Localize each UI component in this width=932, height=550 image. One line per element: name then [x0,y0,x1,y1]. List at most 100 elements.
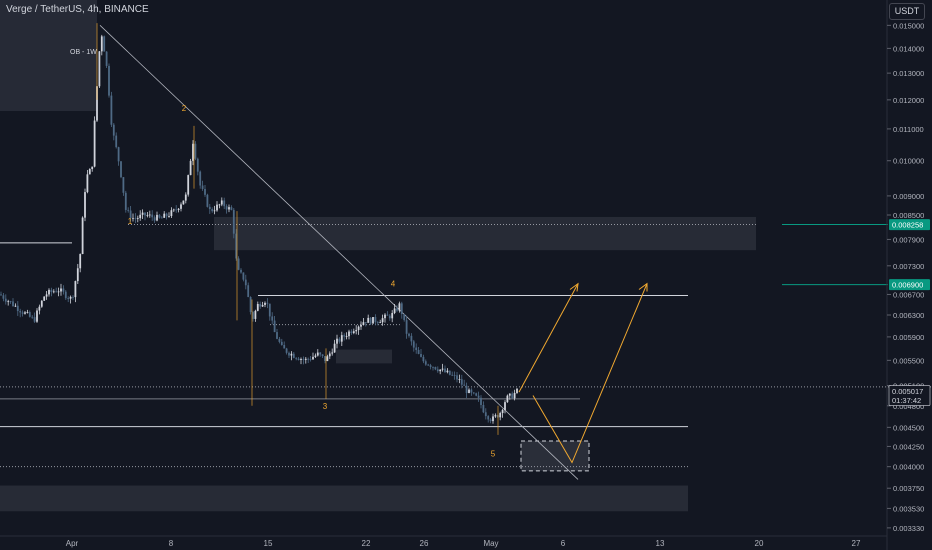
candle-body [79,254,82,269]
candle-body [223,200,226,207]
candle-body [204,188,206,195]
time-label: 13 [656,539,665,548]
candle-body [273,320,276,333]
candle-body [230,207,233,210]
candle-body [96,86,98,121]
candle-body [88,169,91,175]
candle-body [321,354,324,357]
candle-body [64,291,67,299]
candle-body [112,124,115,136]
candle-body [2,295,5,299]
candle-body [446,370,449,373]
wave-label-3: 3 [323,402,328,411]
candle-body [187,175,190,195]
candle-body [110,95,113,125]
price-axis[interactable]: 0.015000 0.014000 0.013000 0.012000 0.011000… [886,0,931,550]
candle-body [4,298,7,302]
candle-body [357,326,360,331]
candle-body [458,379,461,380]
candle-body [264,302,266,305]
candle-body [441,368,444,370]
price-tick-label: 0.008500 [893,211,924,220]
candle-body [463,384,466,386]
candle-body [506,395,509,403]
candle-body [477,395,480,398]
candle-body [7,301,10,303]
candle-body [36,310,38,322]
price-tick-label: 0.004250 [893,442,924,451]
candle-body [67,298,70,300]
candle-body [237,258,240,270]
candle-body [391,313,394,319]
symbol-title[interactable]: Verge / TetherUS, 4h, BINANCE [6,4,149,15]
candle-body [26,312,29,313]
time-label: 15 [264,539,273,548]
candle-body [343,335,346,337]
candle-body [292,353,295,358]
candle-body [129,210,132,219]
candle-body [124,192,127,210]
candle-body [93,120,96,167]
candle-body [508,393,511,396]
candle-body [247,285,250,297]
candle-body [105,51,108,66]
price-badge [888,385,931,406]
trendline [99,25,579,480]
candle-body [151,214,154,218]
candle-body [444,368,446,373]
candle-body [400,303,403,315]
candle-body [153,217,156,221]
candle-body [256,304,259,311]
candle-body [364,322,367,323]
candle-body [14,305,17,307]
candle-body [420,353,422,357]
candle-body [33,317,36,322]
candle-body [242,272,245,280]
candle-body [516,388,518,393]
candle-body [160,217,163,219]
candle-body [21,312,24,314]
candle-body [52,291,55,293]
price-tick-label: 0.010000 [893,157,924,166]
candle-body [398,303,401,311]
candle-body [340,335,343,342]
candle-body [199,171,202,186]
candle-body [480,397,482,405]
candle-body [470,389,473,393]
candle-body [410,335,413,342]
candle-body [9,301,12,303]
time-label: 8 [169,539,174,548]
candle-body [312,356,314,360]
candle-body [91,166,94,170]
candle-body [146,215,149,217]
currency-button[interactable]: USDT [889,3,925,20]
projection-arrow-1 [518,283,579,393]
time-label: 20 [755,539,764,548]
candle-body [513,392,516,399]
candle-body [280,341,283,345]
candle-body [144,212,146,216]
price-tick-label: 0.012000 [893,96,924,105]
candle-body [468,389,470,394]
candle-body [136,218,139,219]
candle-body [295,357,298,359]
candle-body [240,269,242,273]
candle-body [405,320,408,334]
candle-body [45,294,48,297]
candle-body [427,364,430,366]
candle-body [48,289,50,295]
candle-body [297,358,300,360]
time-axis[interactable]: Apr 8 15 22 26 May 6 13 20 27 [0,535,887,548]
ob-zone [0,0,97,111]
candle-body [60,288,62,292]
candle-body [326,356,329,362]
ob-label: OB - 1W [70,49,97,56]
candle-body [175,209,178,211]
candle-body [216,204,218,211]
candle-body [456,375,458,380]
candle-body [350,331,353,333]
candle-body [290,353,293,356]
candle-body [196,158,199,172]
